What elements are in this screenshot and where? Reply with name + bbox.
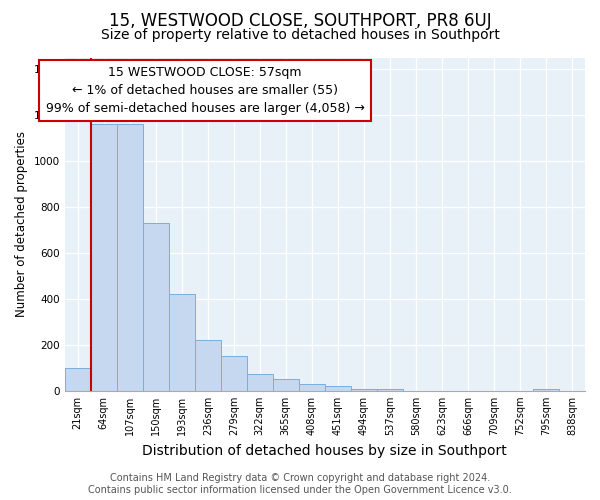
Bar (169, 294, 195, 391)
Bar (65, 368, 91, 391)
Bar (195, 340, 221, 391)
Bar (91, 124, 116, 391)
Bar (143, 223, 169, 391)
Bar (351, 388, 377, 391)
Y-axis label: Number of detached properties: Number of detached properties (15, 131, 28, 317)
Bar (377, 388, 403, 391)
Text: Contains HM Land Registry data © Crown copyright and database right 2024.
Contai: Contains HM Land Registry data © Crown c… (88, 474, 512, 495)
Bar (221, 356, 247, 391)
Bar (533, 388, 559, 391)
Bar (117, 124, 143, 391)
Bar (273, 380, 299, 391)
Bar (325, 386, 351, 391)
Text: 15 WESTWOOD CLOSE: 57sqm
← 1% of detached houses are smaller (55)
99% of semi-de: 15 WESTWOOD CLOSE: 57sqm ← 1% of detache… (46, 66, 365, 115)
Bar (299, 384, 325, 391)
X-axis label: Distribution of detached houses by size in Southport: Distribution of detached houses by size … (142, 444, 507, 458)
Bar (247, 374, 273, 391)
Text: 15, WESTWOOD CLOSE, SOUTHPORT, PR8 6UJ: 15, WESTWOOD CLOSE, SOUTHPORT, PR8 6UJ (109, 12, 491, 30)
Text: Size of property relative to detached houses in Southport: Size of property relative to detached ho… (101, 28, 499, 42)
